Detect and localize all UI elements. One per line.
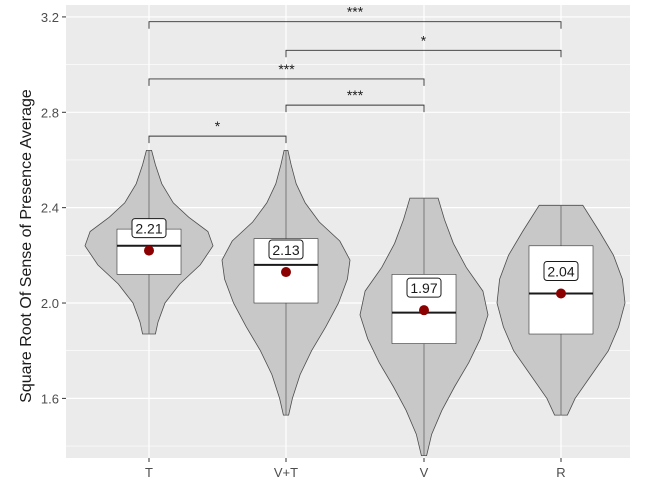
- violin-group: 2.13: [221, 150, 351, 416]
- bracket-line: [148, 78, 425, 86]
- mean-point: [419, 305, 429, 316]
- significance-label: ***: [347, 4, 364, 20]
- bracket-line: [148, 21, 562, 29]
- mean-label-box: [268, 239, 304, 260]
- y-tick-label: 1.6: [41, 391, 59, 406]
- mean-label: 2.04: [547, 263, 574, 279]
- violin-layer: 2.21 2.13 1.97 2.04: [84, 150, 626, 456]
- x-tick-label: T: [145, 465, 153, 480]
- significance-brackets: ***********: [148, 4, 562, 144]
- mean-label-box: [543, 260, 579, 281]
- significance-label: ***: [278, 61, 295, 77]
- y-axis-title: Square Root Of Sense of Presence Average: [18, 89, 35, 403]
- significance-bracket: ***: [148, 61, 425, 86]
- mean-label: 1.97: [410, 280, 437, 296]
- y-axis-ticks: 1.6 2.0 2.4 2.8 3.2: [41, 10, 66, 406]
- mean-point: [281, 267, 291, 278]
- mean-label: 2.13: [272, 242, 299, 258]
- violin-group: 2.21: [84, 150, 214, 335]
- x-tick-label: R: [556, 465, 565, 480]
- y-tick-label: 2.0: [41, 296, 59, 311]
- significance-label: *: [421, 32, 427, 48]
- x-axis-ticks: T V+T V R: [145, 458, 566, 480]
- significance-bracket: ***: [285, 87, 425, 113]
- mean-label-box: [131, 218, 167, 239]
- significance-bracket: *: [285, 32, 562, 58]
- y-tick-label: 3.2: [41, 10, 59, 25]
- significance-label: *: [215, 118, 221, 134]
- significance-bracket: ***: [148, 4, 562, 29]
- significance-bracket: *: [148, 118, 287, 144]
- mean-label-box: [406, 277, 442, 298]
- mean-point: [144, 245, 154, 256]
- y-tick-label: 2.8: [41, 105, 59, 120]
- significance-label: ***: [347, 87, 364, 103]
- mean-label: 2.21: [135, 221, 162, 237]
- x-tick-label: V+T: [274, 465, 298, 480]
- x-tick-label: V: [420, 465, 429, 480]
- bracket-line: [285, 49, 562, 58]
- bracket-line: [148, 135, 287, 144]
- y-tick-label: 2.4: [41, 201, 59, 216]
- bracket-line: [285, 104, 425, 113]
- violin-group: 1.97: [359, 197, 489, 456]
- violin-group: 2.04: [496, 204, 626, 416]
- mean-point: [556, 288, 566, 299]
